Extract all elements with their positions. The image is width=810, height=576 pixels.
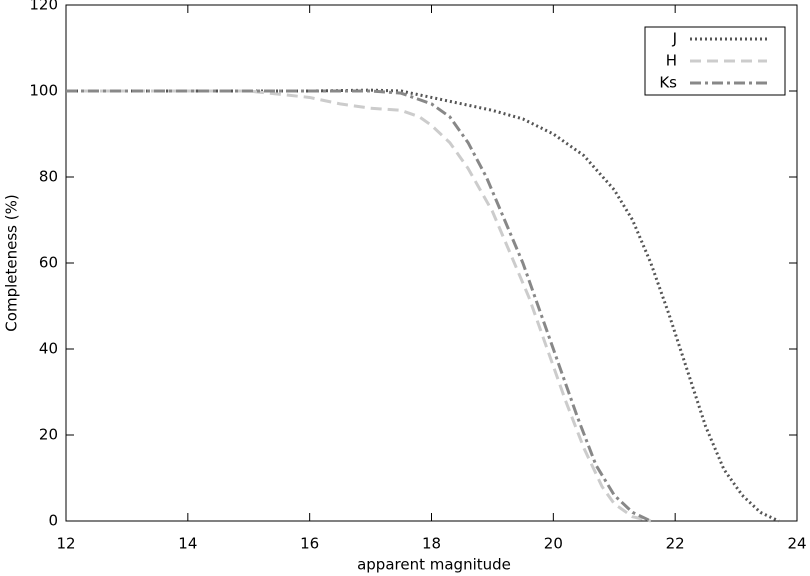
x-tick-label: 14 bbox=[178, 535, 197, 553]
x-tick-label: 24 bbox=[787, 535, 806, 553]
legend-label: H bbox=[666, 52, 677, 70]
y-tick-label: 100 bbox=[29, 82, 58, 100]
y-tick-label: 20 bbox=[39, 426, 58, 444]
legend-label: Ks bbox=[659, 74, 677, 92]
y-tick-label: 80 bbox=[39, 168, 58, 186]
legend-label: J bbox=[672, 30, 677, 48]
x-tick-label: 22 bbox=[666, 535, 685, 553]
series-line bbox=[66, 89, 652, 523]
y-tick-label: 120 bbox=[29, 0, 58, 14]
y-axis-label: Completeness (%) bbox=[3, 194, 21, 331]
y-tick-label: 40 bbox=[39, 340, 58, 358]
x-tick-label: 12 bbox=[56, 535, 75, 553]
x-axis-label: apparent magnitude bbox=[357, 556, 511, 574]
x-tick-label: 18 bbox=[422, 535, 441, 553]
series-line bbox=[66, 89, 652, 523]
y-tick-label: 60 bbox=[39, 254, 58, 272]
x-tick-label: 16 bbox=[300, 535, 319, 553]
y-tick-label: 0 bbox=[48, 512, 58, 530]
x-tick-label: 20 bbox=[544, 535, 563, 553]
series-line bbox=[66, 88, 780, 523]
